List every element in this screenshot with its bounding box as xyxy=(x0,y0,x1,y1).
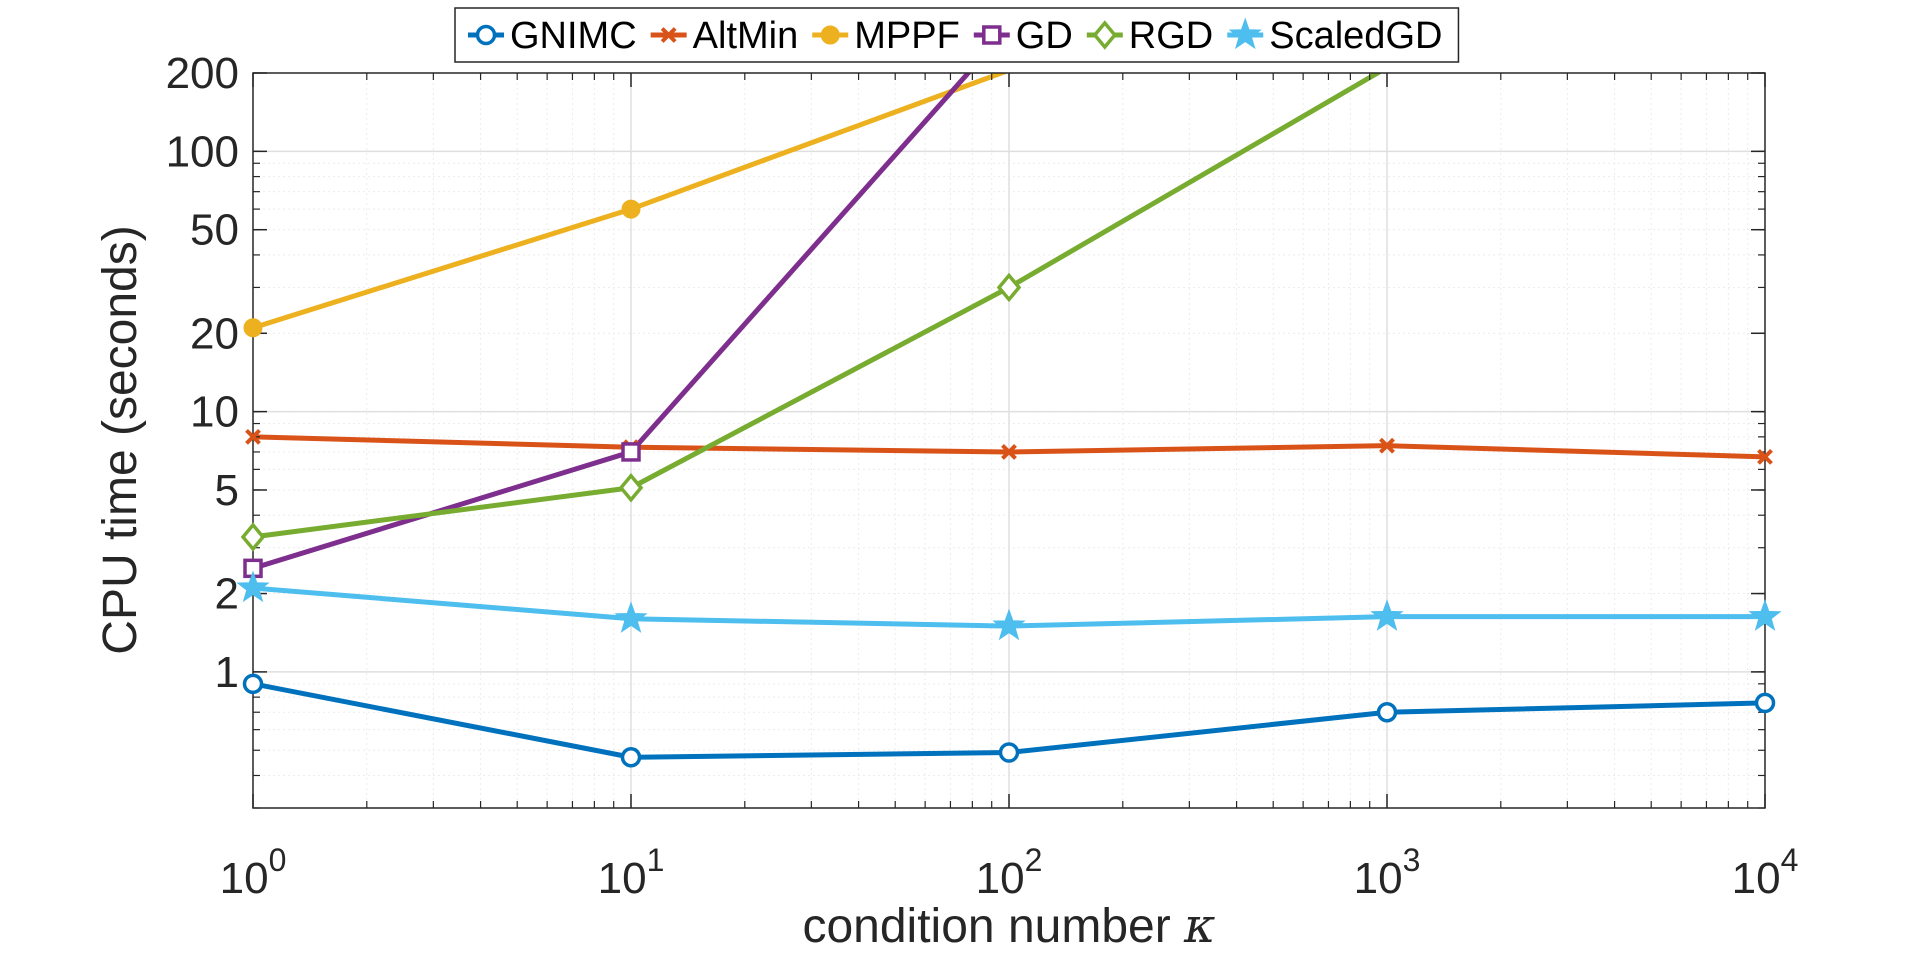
markers-layer xyxy=(236,199,1782,768)
data-point-gnimc xyxy=(242,673,264,695)
x-axis-title: condition number κ xyxy=(802,898,1215,954)
data-point-scaledgd xyxy=(992,608,1026,641)
x-tick-label: 102 xyxy=(976,842,1043,903)
legend-label-altmin: AltMin xyxy=(693,15,799,57)
data-point-altmin xyxy=(245,428,261,445)
data-point-scaledgd xyxy=(236,570,270,603)
series-markers-rgd xyxy=(240,272,1022,552)
y-axis-title: CPU time (seconds) xyxy=(94,225,147,654)
data-point-gnimc xyxy=(620,747,642,768)
y-tick-label: 1 xyxy=(215,648,239,697)
legend-item-altmin: AltMin xyxy=(650,15,799,57)
data-point-scaledgd xyxy=(1370,599,1404,631)
legend-marker-gnimc xyxy=(475,24,497,46)
legend-item-gnimc: GNIMC xyxy=(468,15,637,57)
legend-label-gd: GD xyxy=(1016,15,1073,57)
legend-box xyxy=(454,7,1460,63)
x-tick-label: 104 xyxy=(1732,842,1799,903)
legend-item-scaledgd: ScaledGD xyxy=(1227,15,1442,57)
x-tick-label: 100 xyxy=(220,842,287,903)
legend-item-rgd: RGD xyxy=(1086,15,1213,57)
x-tick-label: 101 xyxy=(598,842,665,903)
x-tick-label-exponent: 1 xyxy=(647,842,665,878)
series-markers-scaledgd xyxy=(236,570,1782,641)
y-tick-label: 10 xyxy=(190,388,239,437)
data-point-gd xyxy=(621,442,641,462)
data-point-gnimc xyxy=(998,742,1020,763)
legend-label-rgd: RGD xyxy=(1129,15,1213,57)
legend-label-mppf: MPPF xyxy=(854,15,960,57)
legend-marker-gd xyxy=(982,25,1002,45)
y-tick-label: 100 xyxy=(166,127,239,176)
x-tick-label-base: 10 xyxy=(976,854,1025,903)
x-axis-title-symbol: κ xyxy=(1183,898,1215,954)
x-tick-label-base: 10 xyxy=(220,854,269,903)
data-point-gnimc xyxy=(1754,692,1776,714)
legend-marker-mppf xyxy=(820,25,840,45)
y-tick-label: 2 xyxy=(215,570,239,619)
data-point-rgd xyxy=(618,473,644,503)
x-tick-label-base: 10 xyxy=(1732,854,1781,903)
x-tick-label-exponent: 2 xyxy=(1025,842,1043,878)
data-point-scaledgd xyxy=(614,601,648,633)
major-grid xyxy=(253,73,1765,808)
data-point-rgd xyxy=(996,272,1022,303)
y-tick-label: 200 xyxy=(166,49,239,98)
y-tick-label: 5 xyxy=(215,466,239,515)
series-line-gd xyxy=(253,73,972,571)
x-tick-label-exponent: 4 xyxy=(1781,842,1799,878)
data-point-altmin xyxy=(1001,444,1017,460)
data-point-gnimc xyxy=(1376,701,1398,723)
data-point-altmin xyxy=(1379,437,1395,454)
data-point-mppf xyxy=(621,199,641,219)
x-tick-label: 103 xyxy=(1354,842,1421,903)
x-tick-labels: 100 101 102 103 104 xyxy=(220,842,1799,903)
legend-label-scaledgd: ScaledGD xyxy=(1269,15,1442,57)
legend-marker-rgd xyxy=(1092,20,1118,50)
y-tick-labels: 1 2 5 10 20 50 100 200 xyxy=(166,49,239,697)
y-tick-label: 20 xyxy=(190,309,239,358)
y-tick-label: 50 xyxy=(190,206,239,255)
legend: GNIMC AltMin MPPF GD RGD ScaledGD xyxy=(454,7,1460,63)
x-axis-title-text: condition number xyxy=(802,900,1170,953)
legend-item-mppf: MPPF xyxy=(812,15,960,57)
x-tick-label-exponent: 3 xyxy=(1403,842,1421,878)
legend-marker-scaledgd xyxy=(1228,17,1262,50)
series-line-mppf xyxy=(253,73,1009,331)
series-markers-gd xyxy=(243,442,641,579)
data-point-rgd xyxy=(240,522,266,552)
data-point-scaledgd xyxy=(1748,599,1782,631)
legend-label-gnimc: GNIMC xyxy=(510,15,637,57)
data-point-mppf xyxy=(243,318,263,338)
x-tick-label-base: 10 xyxy=(598,854,647,903)
data-point-altmin xyxy=(1757,448,1773,465)
series-markers-gnimc xyxy=(242,673,1776,768)
legend-item-gd: GD xyxy=(973,15,1073,57)
series-markers-mppf xyxy=(243,199,641,338)
x-tick-label-base: 10 xyxy=(1354,854,1403,903)
legend-marker-altmin xyxy=(660,27,677,43)
x-tick-label-exponent: 0 xyxy=(269,842,287,878)
